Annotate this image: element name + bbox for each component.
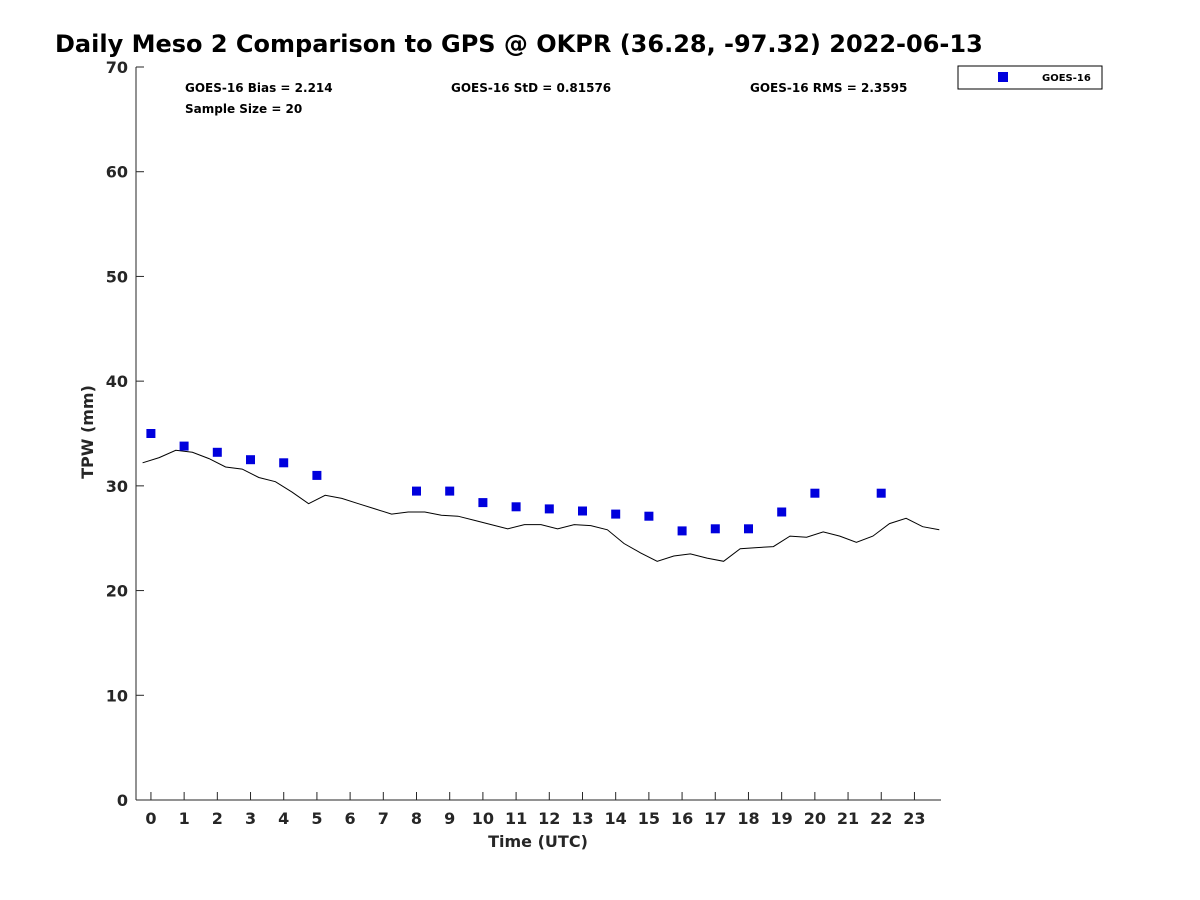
goes-point [445,486,455,496]
goes-point [544,504,554,514]
goes-point [212,447,222,457]
legend-marker-goes [998,72,1008,82]
sample-size-stat: Sample Size = 20 [185,102,302,116]
legend-label-goes: GOES-16 [1042,73,1091,84]
bias-stat: GOES-16 Bias = 2.214 [185,81,333,95]
x-tick-label: 23 [903,809,925,828]
goes-point [777,507,787,517]
goes-point [578,506,587,516]
y-tick-label: 70 [106,58,128,77]
x-tick-label: 6 [345,809,356,828]
x-tick-label: 4 [278,809,289,828]
y-tick-label: 60 [106,163,128,182]
goes-point [677,526,687,536]
x-tick-label: 22 [870,809,892,828]
x-tick-label: 2 [212,809,223,828]
goes-point [312,470,322,480]
rms-stat: GOES-16 RMS = 2.3595 [750,81,907,95]
y-tick-label: 30 [106,477,128,496]
y-axis-label: TPW (mm) [78,385,97,479]
x-tick-label: 10 [472,809,494,828]
goes-point [146,429,156,438]
x-tick-label: 17 [704,809,726,828]
x-tick-label: 5 [311,809,322,828]
goes-point [246,455,255,465]
x-tick-label: 21 [837,809,859,828]
y-tick-label: 40 [106,372,128,391]
goes-point [876,488,886,498]
goes-point [179,441,189,451]
x-tick-label: 14 [605,809,627,828]
y-tick-label: 0 [117,791,128,810]
goes-point [412,486,421,496]
chart-title: Daily Meso 2 Comparison to GPS @ OKPR (3… [55,30,983,58]
x-tick-label: 3 [245,809,256,828]
y-tick-label: 20 [106,582,128,601]
goes-point [478,498,488,508]
x-axis-label: Time (UTC) [488,832,588,851]
goes-point [611,509,621,519]
x-tick-label: 7 [378,809,389,828]
x-tick-label: 16 [671,809,693,828]
axes [135,66,941,801]
goes-point [644,511,654,521]
gps-series [142,449,940,562]
x-tick-label: 11 [505,809,527,828]
gps-line [142,449,940,562]
x-tick-label: 1 [179,809,190,828]
x-tick-label: 15 [638,809,660,828]
x-tick-label: 8 [411,809,422,828]
legend: GOES-16 [957,65,1103,90]
goes-series [146,429,886,536]
goes-point [710,524,720,534]
x-tick-label: 12 [538,809,560,828]
goes-point [744,524,753,534]
y-tick-label: 10 [106,686,128,705]
goes-point [810,488,820,498]
x-tick-label: 18 [737,809,759,828]
x-tick-label: 9 [444,809,455,828]
y-tick-label: 50 [106,267,128,286]
std-stat: GOES-16 StD = 0.81576 [451,81,611,95]
goes-point [511,502,521,512]
x-tick-label: 20 [804,809,826,828]
legend-box [957,65,1103,90]
goes-point [279,458,289,468]
x-tick-label: 13 [571,809,593,828]
x-tick-label: 0 [145,809,156,828]
x-tick-label: 19 [771,809,793,828]
